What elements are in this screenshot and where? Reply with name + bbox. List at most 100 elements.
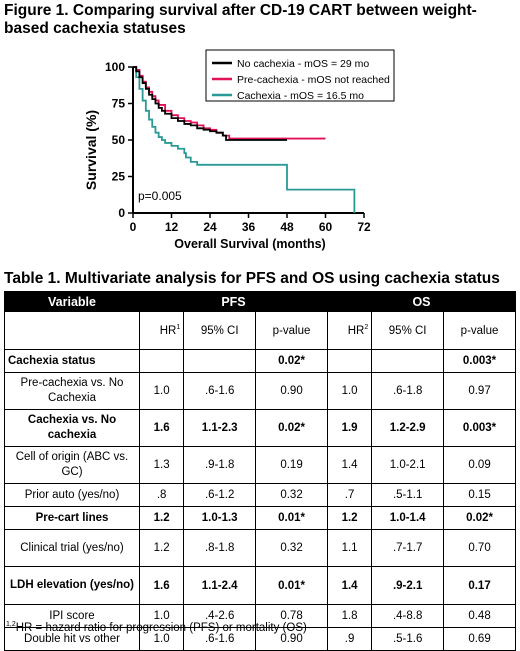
cell-os-ci: .9-2.1 [371, 566, 445, 605]
table-title: Table 1. Multivariate analysis for PFS a… [4, 270, 500, 287]
cell-os-hr [326, 349, 373, 373]
row-label: Cachexia vs. No cachexia [4, 409, 140, 447]
chart-legend: No cachexia - mOS = 29 mo Pre-cachexia - … [205, 49, 395, 102]
cell-os-hr: .7 [326, 483, 373, 507]
y-tick-label: 25 [112, 170, 126, 184]
cell-pfs-p: 0.19 [255, 446, 328, 484]
subheader-os-p: p-value [443, 311, 516, 350]
table-row: Pre-cachexia vs. No Cachexia 1.0.6-1.6 0.9… [4, 372, 516, 410]
cell-pfs-ci: .9-1.8 [183, 446, 257, 484]
table-row: Pre-cart lines 1.2 1.0-1.3 0.01* 1.2 1.0-1.4 0… [4, 506, 516, 530]
row-label: IPI score [4, 604, 140, 628]
cell-os-hr: 1.1 [326, 529, 373, 567]
header-variable: Variable [4, 291, 140, 312]
cell-pfs-ci: .4-2.6 [183, 604, 257, 628]
legend-label: Pre-cachexia - mOS not reached [237, 74, 390, 86]
row-label: Pre-cart lines [4, 506, 140, 530]
cell-pfs-ci: .8-1.8 [183, 529, 257, 567]
table-row: Cachexia vs. No cachexia 1.6 1.1-2.3 0.02* 1… [4, 409, 516, 447]
legend-label: Cachexia - mOS = 16.5 mo [237, 90, 364, 102]
cell-os-p: 0.02* [443, 506, 516, 530]
subheader-pfs-hr: HR1 [138, 311, 185, 350]
cell-os-ci: 1.0-2.1 [371, 446, 445, 484]
cell-os-p: 0.09 [443, 446, 516, 484]
table-row: IPI score 1.0.4-2.6 0.78 1.8.4-8.8 0.48 [4, 604, 516, 628]
subheader-os-hr: HR2 [326, 311, 373, 350]
table-row: LDH elevation (yes/no) 1.6 1.1-2.4 0.01* 1.4… [4, 566, 516, 605]
p-value-annotation: p=0.005 [138, 189, 182, 203]
x-tick-label: 0 [130, 220, 137, 234]
cell-pfs-hr: 1.0 [138, 604, 185, 628]
cell-os-p: 0.48 [443, 604, 516, 628]
cell-os-p: 0.69 [443, 627, 516, 651]
row-label: Clinical trial (yes/no) [4, 529, 140, 567]
header-pfs: PFS [139, 291, 328, 312]
cell-os-p: 0.003* [443, 349, 516, 373]
cell-pfs-hr [138, 349, 185, 373]
cell-pfs-ci: .6-1.2 [183, 483, 257, 507]
cell-pfs-ci: .6-1.6 [183, 372, 257, 410]
cell-pfs-p: 0.01* [255, 506, 328, 530]
cell-os-p: 0.003* [443, 409, 516, 447]
x-tick-label: 12 [165, 220, 179, 234]
x-tick-label: 24 [203, 220, 217, 234]
cell-pfs-hr: 1.2 [138, 529, 185, 567]
cell-pfs-p: 0.02* [255, 349, 328, 373]
cell-pfs-p: 0.32 [255, 483, 328, 507]
footnote: 1,2HR = hazard ratio for progression (PF… [6, 621, 307, 634]
cell-os-hr: 1.0 [326, 372, 373, 410]
cell-pfs-hr: 1.6 [138, 409, 185, 447]
legend-label: No cachexia - mOS = 29 mo [237, 58, 369, 70]
subheader-row: HR1 95% CI p-value HR2 95% CI p-value [4, 311, 516, 350]
cell-os-ci: 1.0-1.4 [371, 506, 445, 530]
cell-os-hr: 1.8 [326, 604, 373, 628]
multivariate-table: Variable PFS OS HR1 95% CI p-value HR2 9… [4, 291, 517, 651]
legend-box [205, 49, 395, 102]
subheader-os-ci: 95% CI [371, 311, 445, 350]
cell-os-p: 0.17 [443, 566, 516, 605]
row-label: Cell of origin (ABC vs. GC) [4, 446, 140, 484]
cell-os-hr: .9 [326, 627, 373, 651]
cell-os-p: 0.97 [443, 372, 516, 410]
header-os: OS [326, 291, 517, 312]
subheader-pfs-p: p-value [255, 311, 328, 350]
cell-pfs-hr: 1.6 [138, 566, 185, 605]
cell-pfs-hr: 1.3 [138, 446, 185, 484]
cell-os-p: 0.15 [443, 483, 516, 507]
cell-pfs-p: 0.02* [255, 409, 328, 447]
table-row: Cachexia status 0.02* 0.003* [4, 349, 516, 373]
cell-pfs-p: 0.90 [255, 372, 328, 410]
x-axis-label: Overall Survival (months) [174, 237, 325, 251]
series-line [133, 66, 356, 213]
y-tick-label: 75 [112, 97, 126, 111]
figure-title: Figure 1. Comparing survival after CD-19… [4, 2, 477, 37]
chart-axes: 0 12 24 36 48 60 72 0 25 50 75 100 [105, 60, 371, 234]
cell-pfs-ci: 1.1-2.3 [183, 409, 257, 447]
cell-os-ci: .5-1.6 [371, 627, 445, 651]
y-tick-label: 0 [118, 206, 125, 220]
cell-os-ci [371, 349, 445, 373]
survival-chart: 0 12 24 36 48 60 72 0 25 50 75 100 No cachexia - mO… [83, 49, 395, 251]
cell-pfs-ci: 1.0-1.3 [183, 506, 257, 530]
cell-pfs-hr: .8 [138, 483, 185, 507]
cell-os-ci: .6-1.8 [371, 372, 445, 410]
cell-pfs-hr: 1.0 [138, 372, 185, 410]
row-label: Pre-cachexia vs. No Cachexia [4, 372, 140, 410]
x-tick-label: 36 [242, 220, 256, 234]
row-label: Cachexia status [4, 349, 140, 373]
y-tick-label: 50 [112, 133, 126, 147]
table-row: Clinical trial (yes/no) 1.2.8-1.8 0.32 1.1.… [4, 529, 516, 567]
chart-series [133, 66, 356, 213]
cell-pfs-hr: 1.2 [138, 506, 185, 530]
row-label: Prior auto (yes/no) [4, 483, 140, 507]
table-row: Prior auto (yes/no) .8.6-1.2 0.32.7.5-1.1 0… [4, 483, 516, 507]
cell-os-hr: 1.4 [326, 446, 373, 484]
cell-os-ci: .5-1.1 [371, 483, 445, 507]
cell-pfs-ci: 1.1-2.4 [183, 566, 257, 605]
cell-os-p: 0.70 [443, 529, 516, 567]
cell-os-hr: 1.9 [326, 409, 373, 447]
row-label: LDH elevation (yes/no) [4, 566, 140, 605]
cell-os-hr: 1.2 [326, 506, 373, 530]
y-axis-label: Survival (%) [83, 110, 99, 190]
cell-os-hr: 1.4 [326, 566, 373, 605]
